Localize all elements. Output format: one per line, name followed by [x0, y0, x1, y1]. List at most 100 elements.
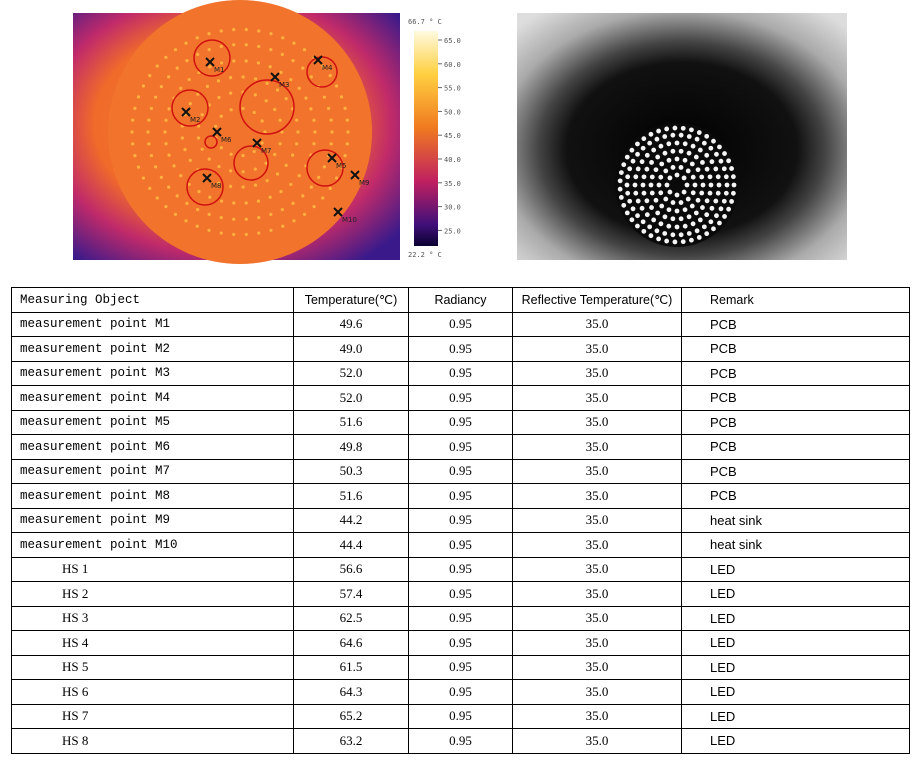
led	[621, 202, 627, 208]
scale-label: 60.0	[444, 61, 461, 69]
led	[709, 205, 715, 211]
led	[664, 126, 670, 132]
led	[684, 182, 690, 188]
led	[633, 174, 639, 180]
cell: 52.0	[293, 385, 409, 411]
led-dot	[133, 106, 137, 110]
led-dot	[322, 95, 326, 99]
led	[644, 166, 650, 172]
led-dot	[159, 84, 163, 89]
led-dot	[241, 153, 245, 158]
led-dot	[207, 157, 211, 161]
led-dot	[219, 114, 223, 118]
scale-label: 25.0	[444, 227, 461, 235]
cell: measurement point M9	[11, 507, 294, 533]
led	[647, 140, 653, 146]
led	[662, 231, 668, 236]
hotspot-circle	[204, 135, 218, 149]
led-dot	[200, 113, 204, 117]
led	[674, 192, 680, 198]
led-dot	[321, 64, 325, 68]
led-dot	[263, 130, 267, 134]
led	[629, 147, 635, 153]
hotspot-circle	[171, 89, 209, 127]
led	[655, 210, 661, 216]
cell: 0.95	[408, 728, 513, 754]
led-dot	[163, 130, 167, 134]
led-dot	[219, 231, 223, 235]
led	[658, 190, 664, 196]
led	[627, 198, 633, 204]
led-dot	[149, 106, 154, 111]
led-dot	[148, 74, 152, 78]
cell: 0.95	[408, 458, 513, 484]
scale-label: 65.0	[444, 37, 461, 45]
led-dot	[241, 75, 245, 79]
led	[644, 212, 650, 218]
led	[644, 198, 650, 204]
led-dot	[232, 43, 236, 47]
led	[715, 174, 721, 180]
led	[649, 190, 655, 196]
led	[694, 228, 700, 234]
cell: 35.0	[512, 458, 682, 484]
led-dot	[244, 43, 248, 47]
led	[685, 196, 691, 202]
led-dot	[280, 208, 284, 212]
cell: 35.0	[512, 703, 682, 729]
led	[656, 236, 661, 242]
table-row: HS 3 62.5 0.95 35.0 LED	[11, 605, 910, 631]
led-dot	[244, 201, 248, 205]
led-dot	[164, 205, 168, 209]
marker-cross	[313, 55, 323, 65]
led-dot	[328, 186, 332, 190]
led-dot	[196, 124, 201, 128]
cell: 49.8	[293, 434, 409, 460]
led	[697, 147, 703, 153]
led-dot	[183, 147, 187, 152]
cell: 0.95	[408, 605, 513, 631]
cell: 35.0	[512, 679, 682, 705]
cell: 0.95	[408, 556, 513, 582]
marker-cross	[202, 173, 212, 183]
led-dot	[256, 199, 261, 203]
led-dot	[155, 196, 159, 200]
cell: 64.6	[293, 630, 409, 656]
led	[641, 228, 647, 234]
led-dot	[343, 106, 347, 110]
led-dot	[184, 41, 188, 45]
led	[722, 151, 727, 156]
cell: 35.0	[512, 385, 682, 411]
led	[647, 224, 653, 230]
led-dot	[241, 170, 245, 174]
led	[666, 157, 672, 163]
led	[724, 182, 730, 188]
cell: 0.95	[408, 336, 513, 362]
cell: LED	[681, 630, 910, 656]
table-row: measurement point M5 51.6 0.95 35.0 PCB	[11, 409, 910, 435]
table-row: measurement point M1 49.6 0.95 35.0 PCB	[11, 311, 910, 337]
led	[670, 148, 676, 154]
led-dot	[196, 52, 200, 56]
led-dot	[268, 65, 272, 69]
led-dot	[173, 212, 178, 216]
led	[653, 167, 659, 173]
marker-label: M2	[190, 116, 201, 124]
led	[658, 221, 664, 227]
marker-label: M10	[342, 216, 357, 224]
led	[635, 166, 641, 172]
cell: 35.0	[512, 311, 682, 337]
led	[678, 216, 684, 222]
led-dot	[219, 215, 223, 220]
led	[717, 220, 722, 226]
cell: 50.3	[293, 458, 409, 484]
led-dot	[175, 194, 179, 198]
cell: measurement point M4	[11, 385, 294, 411]
led-dot	[291, 58, 295, 63]
cell: HS 3	[11, 605, 294, 631]
led-dot	[297, 86, 301, 90]
led-dot	[269, 48, 273, 52]
led	[694, 136, 700, 142]
led	[690, 221, 696, 227]
marker-cross	[205, 57, 215, 67]
